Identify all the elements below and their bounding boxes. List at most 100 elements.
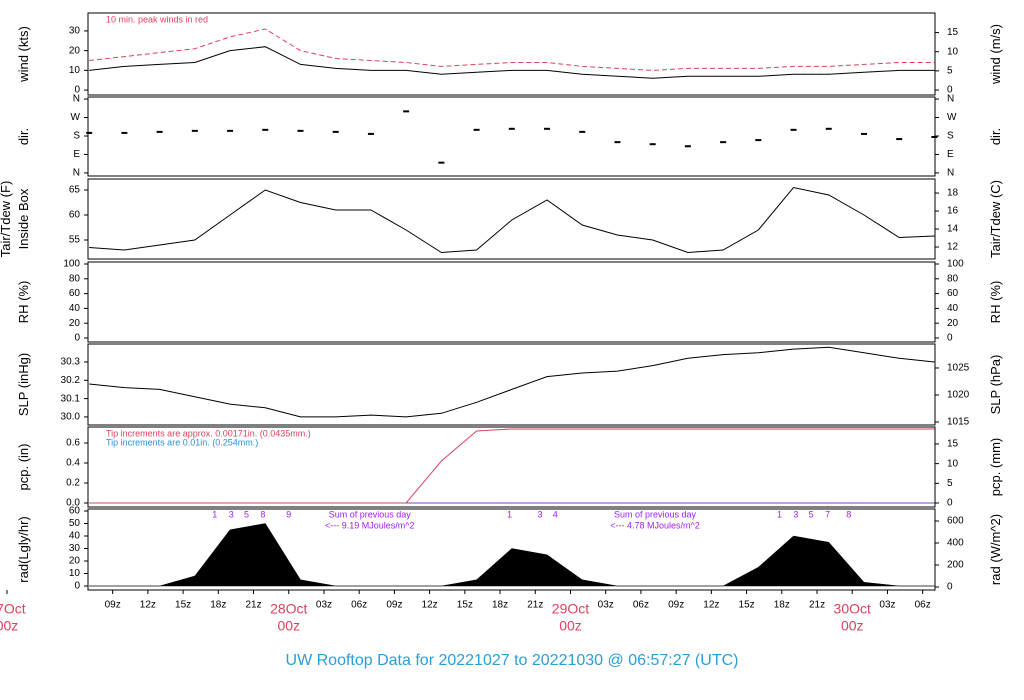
data-point [403, 110, 410, 113]
y-axis-label: RH (%) [16, 281, 31, 324]
y-tick-label: 0.6 [66, 438, 80, 449]
x-tick-label: 15z [457, 600, 473, 611]
y2-tick-label: 14 [947, 224, 959, 235]
y2-tick-label: 80 [947, 273, 959, 284]
radiation-note: 1 [777, 509, 782, 519]
data-line [89, 28, 935, 71]
radiation-note: <--- 9.19 MJoules/m^2 [325, 520, 415, 530]
data-point [790, 128, 797, 131]
x-tick-label: 18z [210, 600, 226, 611]
y-tick-label: 30 [69, 26, 81, 37]
data-point [121, 131, 128, 134]
x-tick-label: 18z [492, 600, 508, 611]
radiation-note: <--- 4.78 MJoules/m^2 [610, 520, 700, 530]
x-tick-label: 21z [245, 600, 261, 611]
y-axis-label: SLP (inHg) [16, 353, 31, 416]
y2-tick-label: N [947, 168, 954, 179]
day-label: 27Oct [0, 601, 26, 617]
y2-tick-label: W [947, 112, 957, 123]
day-hour-label: 00z [559, 618, 582, 634]
x-tick-label: 12z [703, 600, 719, 611]
x-tick-label: 21z [809, 600, 825, 611]
day-label: 29Oct [552, 601, 589, 617]
y2-tick-label: 1025 [947, 363, 970, 374]
data-point [579, 130, 586, 133]
data-point [649, 143, 656, 146]
data-point [720, 141, 727, 144]
y-tick-label: E [73, 149, 80, 160]
y-tick-label: 60 [69, 288, 81, 299]
x-tick-label: 09z [386, 600, 402, 611]
y2-tick-label: 20 [947, 318, 959, 329]
y-axis-label: pcp. (in) [16, 444, 31, 491]
y-tick-label: 20 [69, 556, 81, 567]
data-point [191, 129, 198, 132]
panel-frame [87, 261, 936, 343]
x-tick-label: 18z [774, 600, 790, 611]
data-point [262, 128, 269, 131]
radiation-note: 5 [809, 509, 814, 519]
footer-title: UW Rooftop Data for 20221027 to 20221030… [286, 652, 739, 669]
data-line [89, 46, 935, 79]
y-tick-label: 0 [74, 85, 80, 96]
x-tick-label: 03z [316, 600, 332, 611]
y2-tick-label: 400 [947, 538, 964, 549]
data-point [614, 141, 621, 144]
day-hour-label: 00z [841, 618, 864, 634]
x-tick-label: 09z [105, 600, 121, 611]
y-axis-label: dir. [16, 128, 31, 145]
y-axis-label: wind (kts) [16, 26, 31, 83]
y2-axis-label: RH (%) [988, 281, 1003, 324]
y-tick-label: 0.2 [66, 478, 80, 489]
data-point [860, 132, 867, 135]
y-tick-label: 0 [74, 581, 80, 592]
y-tick-label: 80 [69, 273, 81, 284]
y-tick-label: 60 [69, 506, 81, 517]
y2-tick-label: 0 [947, 582, 953, 593]
radiation-note: 5 [244, 509, 249, 519]
annotation: 10 min. peak winds in red [106, 14, 208, 24]
y-tick-label: 0.0 [66, 498, 80, 509]
y2-axis-label: SLP (hPa) [988, 355, 1003, 415]
radiation-note: 3 [229, 509, 234, 519]
day-hour-label: 00z [277, 618, 300, 634]
radiation-note: 8 [846, 509, 851, 519]
y-tick-label: 30.1 [61, 393, 81, 404]
y2-tick-label: E [947, 149, 954, 160]
data-point [825, 127, 832, 130]
x-tick-label: 03z [598, 600, 614, 611]
radiation-note: 3 [793, 509, 798, 519]
y2-axis-label: rad (W/m^2) [988, 514, 1003, 585]
data-line [89, 428, 935, 504]
y2-tick-label: 12 [947, 242, 959, 253]
y2-axis-label: Tair/Tdew (C) [988, 180, 1003, 258]
data-point [508, 127, 515, 130]
panel-frame [87, 12, 936, 96]
y-tick-label: 20 [69, 318, 81, 329]
x-tick-label: 06z [915, 600, 931, 611]
y-tick-label: 30.3 [61, 357, 81, 368]
y2-tick-label: 40 [947, 303, 959, 314]
y2-tick-label: 5 [947, 66, 953, 77]
data-point [227, 129, 234, 132]
x-tick-label: 03z [879, 600, 895, 611]
x-tick-label: 15z [739, 600, 755, 611]
data-area [89, 523, 935, 587]
y2-tick-label: 0 [947, 333, 953, 344]
y2-tick-label: 1015 [947, 417, 970, 428]
y2-tick-label: 18 [947, 188, 959, 199]
data-line [89, 186, 935, 254]
data-point [297, 129, 304, 132]
data-point [755, 139, 762, 142]
radiation-note: 4 [553, 509, 558, 519]
y-tick-label: 100 [63, 259, 80, 270]
radiation-note: 7 [825, 509, 830, 519]
y2-tick-label: 600 [947, 516, 964, 527]
y2-tick-label: 10 [947, 46, 959, 57]
data-point [544, 127, 551, 130]
panel-frame [87, 343, 936, 426]
y2-tick-label: 100 [947, 259, 964, 270]
data-point [156, 130, 163, 133]
